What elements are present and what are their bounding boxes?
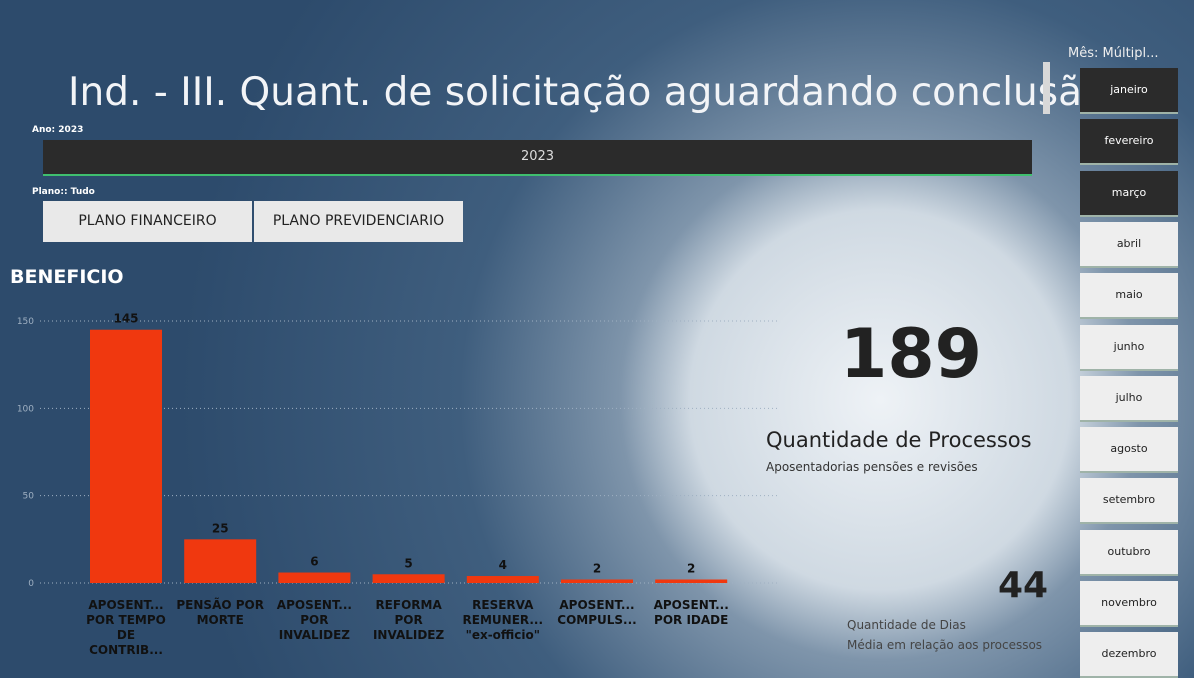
month-button[interactable]: agosto [1080,427,1178,473]
bar [278,573,350,583]
bar-chart: 0 50 100 150 145 25 6 5 4 2 2 [0,0,800,678]
bar [184,539,256,583]
slicer-title: Mês: Múltipl... [1068,46,1159,61]
month-button[interactable]: junho [1080,325,1178,371]
y-tick-label: 0 [28,579,34,589]
month-button[interactable]: setembro [1080,478,1178,524]
x-tick-label: PENSÃO POR MORTE [174,598,266,628]
data-label: 5 [404,556,412,570]
kpi-label: Quantidade de Processos [766,428,1032,452]
bar [655,580,727,583]
x-tick-label: APOSENT... POR TEMPO DE CONTRIB... [80,598,172,658]
month-button[interactable]: janeiro [1080,68,1178,114]
x-tick-label: APOSENT... POR INVALIDEZ [268,598,360,643]
kpi-sublabel: Aposentadorias pensões e revisões [766,460,978,474]
month-button[interactable]: março [1080,171,1178,217]
data-label: 145 [113,312,138,326]
kpi-label: Quantidade de Dias [847,618,966,632]
data-label: 25 [212,521,229,535]
bar [467,576,539,583]
month-button[interactable]: dezembro [1080,632,1178,678]
bar [90,330,162,583]
y-tick-label: 150 [17,317,34,327]
y-tick-label: 50 [23,492,35,502]
x-tick-label: REFORMA POR INVALIDEZ [363,598,455,643]
kpi-value: 44 [998,565,1048,606]
x-tick-label: APOSENT... COMPULS... [551,598,643,628]
data-label: 2 [687,562,695,576]
x-tick-label: RESERVA REMUNER... "ex-officio" [457,598,549,643]
data-label: 4 [499,558,507,572]
bar [373,574,445,583]
kpi-sublabel: Média em relação aos processos [847,638,1042,652]
month-button[interactable]: novembro [1080,581,1178,627]
data-label: 6 [310,555,318,569]
month-button[interactable]: maio [1080,273,1178,319]
month-button[interactable]: outubro [1080,530,1178,576]
dashboard: Ind. - III. Quant. de solicitação aguard… [0,0,1194,678]
month-button[interactable]: fevereiro [1080,119,1178,165]
month-button[interactable]: julho [1080,376,1178,422]
scrollbar[interactable] [1043,62,1050,114]
bar [561,580,633,583]
kpi-value: 189 [840,315,982,394]
month-button[interactable]: abril [1080,222,1178,268]
x-tick-label: APOSENT... POR IDADE [645,598,737,628]
data-label: 2 [593,562,601,576]
y-tick-label: 100 [17,404,34,414]
